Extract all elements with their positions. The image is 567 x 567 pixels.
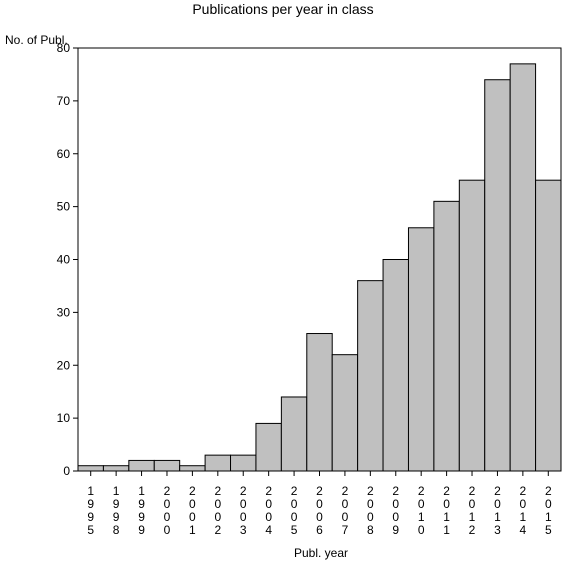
bar [535,179,562,472]
y-tick-label: 20 [57,358,71,372]
bar [331,354,359,472]
bar [102,465,130,472]
y-tick-label: 0 [63,464,70,478]
bar [407,227,435,472]
bar [458,179,486,472]
bar [204,454,232,472]
y-tick-label: 60 [57,147,71,161]
x-axis-label: Publ. year [294,546,348,560]
y-tick-label: 80 [57,41,71,55]
y-tick-label: 30 [57,305,71,319]
bar [357,280,384,472]
bar [280,396,308,472]
bar [382,259,409,472]
bar [77,465,104,472]
bar [255,422,282,472]
bar [509,63,537,472]
y-axis-label: No. of Publ. [5,33,68,47]
bar [433,200,460,472]
y-tick-label: 70 [57,94,71,108]
y-tick-label: 50 [57,200,71,214]
bar [306,333,333,472]
chart-title: Publications per year in class [192,1,373,17]
bar [230,454,257,472]
plot-area: 0 10 20 30 40 50 60 70 80 1 9 9 5 1 9 9 8 1 9 9 9 2 0 0 0 2 0 0 1 2 0 0… [57,41,562,537]
bar [153,459,181,472]
y-tick-label: 40 [57,253,71,267]
bar [179,465,206,472]
y-tick-label: 10 [57,411,71,425]
bar [128,459,155,472]
bar [484,79,511,472]
